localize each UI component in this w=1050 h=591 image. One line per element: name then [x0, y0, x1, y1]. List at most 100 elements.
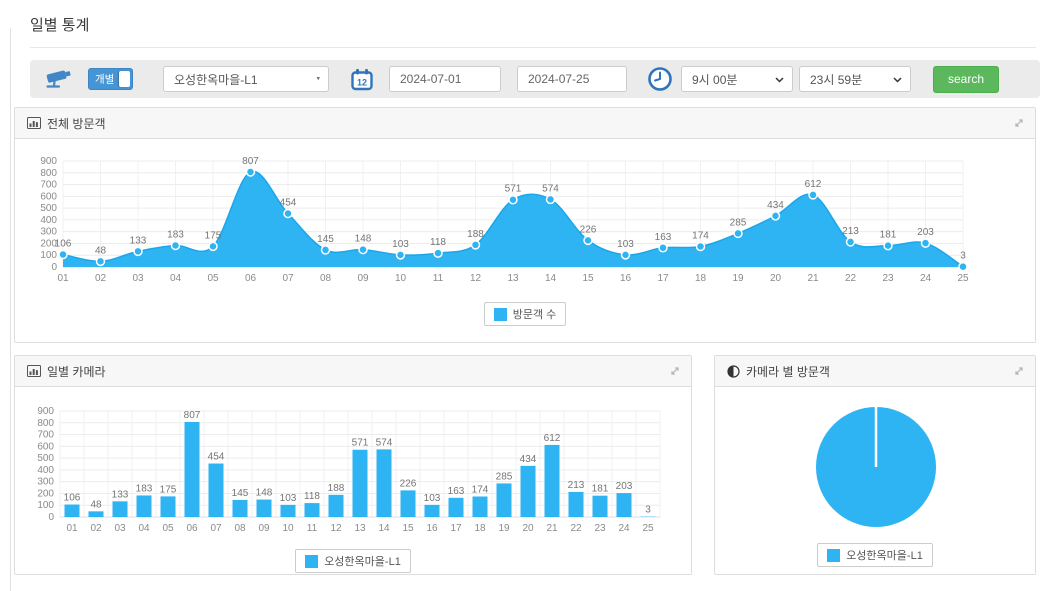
svg-text:145: 145 — [317, 234, 334, 245]
clock-icon — [647, 66, 673, 92]
svg-text:118: 118 — [304, 491, 320, 502]
svg-text:12: 12 — [330, 523, 342, 534]
legend-camera[interactable]: 오성한옥마을-L1 — [295, 549, 411, 573]
svg-text:103: 103 — [424, 493, 441, 504]
svg-text:226: 226 — [400, 478, 417, 489]
svg-text:181: 181 — [592, 484, 609, 495]
svg-text:05: 05 — [162, 523, 174, 534]
date-from-input[interactable] — [389, 66, 501, 92]
legend-swatch — [827, 548, 841, 562]
svg-text:148: 148 — [355, 234, 372, 245]
svg-text:175: 175 — [160, 484, 177, 495]
pie-chart-legend-row: 오성한옥마을-L1 — [715, 543, 1035, 567]
svg-text:181: 181 — [880, 230, 897, 241]
svg-text:203: 203 — [917, 227, 934, 238]
svg-text:174: 174 — [692, 231, 709, 242]
svg-text:900: 900 — [37, 406, 54, 417]
svg-text:174: 174 — [472, 485, 489, 496]
svg-text:48: 48 — [95, 245, 107, 256]
title-divider — [30, 47, 1036, 48]
svg-text:20: 20 — [522, 523, 534, 534]
legend-label: 오성한옥마을-L1 — [324, 556, 401, 568]
svg-text:24: 24 — [618, 523, 630, 534]
svg-text:188: 188 — [328, 483, 345, 494]
svg-text:21: 21 — [546, 523, 558, 534]
panel-title: 일별 카메라 — [47, 364, 106, 379]
toggle-knob — [119, 71, 130, 87]
bar-chart-icon — [27, 365, 41, 377]
svg-text:0: 0 — [51, 262, 57, 273]
svg-text:18: 18 — [695, 273, 707, 284]
expand-icon[interactable] — [669, 365, 681, 380]
svg-text:600: 600 — [37, 441, 54, 452]
svg-text:15: 15 — [582, 273, 594, 284]
search-button[interactable]: search — [933, 65, 999, 93]
legend-camera[interactable]: 오성한옥마을-L1 — [817, 543, 933, 567]
svg-text:05: 05 — [207, 273, 219, 284]
svg-text:106: 106 — [64, 493, 81, 504]
svg-text:200: 200 — [37, 488, 54, 499]
svg-text:01: 01 — [66, 523, 78, 534]
svg-text:800: 800 — [40, 168, 57, 179]
time-to-value: 23시 59분 — [810, 72, 863, 87]
calendar-icon[interactable]: 12 — [351, 68, 373, 91]
camera-select[interactable]: 오성한옥마을-L1 ▾ — [163, 66, 329, 92]
svg-text:103: 103 — [392, 239, 409, 250]
camera-visitors-pie-chart — [715, 399, 1035, 537]
svg-text:07: 07 — [282, 273, 294, 284]
svg-text:14: 14 — [545, 273, 557, 284]
time-from-select[interactable]: 9시 00분 — [681, 66, 793, 92]
svg-text:17: 17 — [657, 273, 669, 284]
svg-text:203: 203 — [616, 481, 633, 492]
svg-text:118: 118 — [430, 237, 446, 248]
svg-text:03: 03 — [132, 273, 144, 284]
svg-text:807: 807 — [184, 410, 201, 421]
svg-text:18: 18 — [474, 523, 486, 534]
svg-text:700: 700 — [40, 180, 57, 191]
svg-text:09: 09 — [258, 523, 270, 534]
svg-text:133: 133 — [112, 489, 129, 500]
panel-total-visitors: 전체 방문객 0 100 200 300 400 500 600 700 800 900 106 01… — [14, 107, 1036, 343]
toggle-label: 개별 — [95, 73, 115, 86]
svg-text:183: 183 — [136, 483, 153, 494]
svg-text:12: 12 — [470, 273, 482, 284]
svg-text:163: 163 — [448, 486, 465, 497]
individual-mode-toggle[interactable]: 개별 — [88, 68, 133, 90]
filter-toolbar: 개별 오성한옥마을-L1 ▾ 12 9시 00분 — [30, 60, 1040, 98]
bar-chart-icon — [27, 117, 41, 129]
camera-select-value: 오성한옥마을-L1 — [174, 72, 258, 87]
svg-text:01: 01 — [57, 273, 69, 284]
svg-text:103: 103 — [280, 493, 297, 504]
calendar-icon-day: 12 — [357, 77, 367, 87]
svg-text:08: 08 — [320, 273, 332, 284]
svg-text:106: 106 — [55, 239, 72, 250]
date-to-input[interactable] — [517, 66, 627, 92]
svg-text:133: 133 — [130, 235, 147, 246]
svg-text:25: 25 — [957, 273, 969, 284]
svg-text:02: 02 — [95, 273, 107, 284]
legend-swatch — [493, 307, 507, 321]
page-title: 일별 통계 — [30, 17, 90, 34]
legend-visitor-count[interactable]: 방문객 수 — [483, 302, 567, 326]
svg-text:0: 0 — [48, 512, 54, 523]
panel-total-visitors-header: 전체 방문객 — [15, 108, 1035, 139]
legend-label: 오성한옥마을-L1 — [846, 550, 923, 562]
panel-daily-camera-header: 일별 카메라 — [15, 356, 691, 387]
svg-text:15: 15 — [402, 523, 414, 534]
svg-text:48: 48 — [90, 499, 102, 510]
dropdown-arrow-icon: ▾ — [316, 75, 320, 83]
panel-camera-visitors: 카메라 별 방문객 오성한옥마을-L1 — [714, 355, 1036, 575]
svg-text:700: 700 — [37, 430, 54, 441]
expand-icon[interactable] — [1013, 365, 1025, 380]
svg-text:02: 02 — [90, 523, 102, 534]
expand-icon[interactable] — [1013, 117, 1025, 132]
time-to-select[interactable]: 23시 59분 — [799, 66, 911, 92]
svg-text:100: 100 — [37, 500, 54, 511]
svg-text:19: 19 — [732, 273, 744, 284]
svg-text:11: 11 — [307, 523, 318, 534]
main-content: 일별 통계 개별 오성한옥마을-L1 ▾ — [14, 14, 1040, 575]
svg-text:06: 06 — [245, 273, 257, 284]
svg-text:16: 16 — [620, 273, 632, 284]
svg-text:14: 14 — [378, 523, 390, 534]
svg-text:13: 13 — [354, 523, 366, 534]
